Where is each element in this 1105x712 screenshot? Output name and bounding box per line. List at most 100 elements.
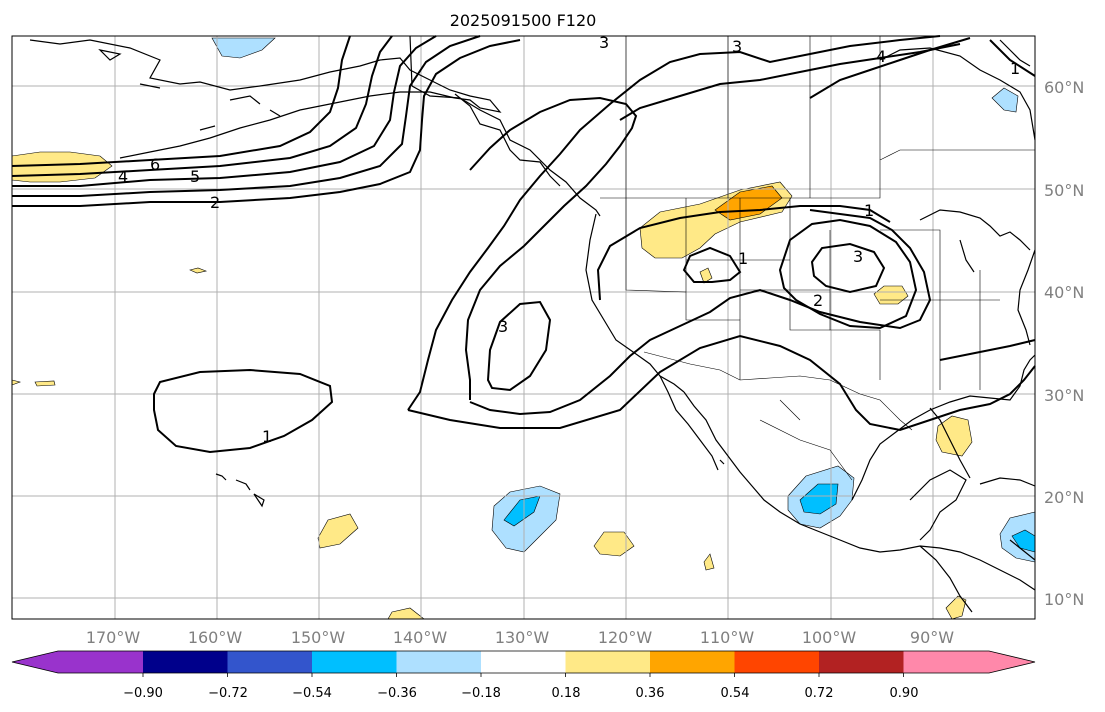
baja-coast xyxy=(683,391,1036,591)
us-mexico-border xyxy=(643,351,913,431)
positive-anomaly-blob xyxy=(935,415,973,457)
caribbean xyxy=(979,477,1036,487)
contour-line-2d xyxy=(778,218,918,330)
colorbar-segment xyxy=(396,651,482,673)
baja-coast xyxy=(659,375,719,471)
contour-label: 4 xyxy=(876,47,886,66)
colorbar-tick-label: −0.36 xyxy=(377,686,417,701)
island xyxy=(719,459,725,465)
colorbar-tick-label: 0.54 xyxy=(721,686,750,701)
negative-anomaly-blob xyxy=(991,87,1019,113)
caribbean xyxy=(1009,539,1036,561)
colorbar-arrow-left xyxy=(12,651,143,673)
contour-line-4 xyxy=(12,35,437,187)
contour-line-1b xyxy=(596,205,891,301)
lat-label: 30°N xyxy=(1044,386,1084,405)
contour-label: 2 xyxy=(813,291,823,310)
alaska-coast xyxy=(29,39,502,159)
lon-labels: 170°W 160°W 150°W 140°W 130°W 120°W 110°… xyxy=(86,628,954,647)
contour-label: 5 xyxy=(190,167,200,186)
negative-anomaly-blob xyxy=(211,37,276,59)
contour-line-3-low xyxy=(486,300,552,392)
contour-line-3 xyxy=(12,35,481,197)
hudson-bay xyxy=(879,47,1036,141)
contour-labels: 1 1 1 1 2 2 3 3 3 3 4 4 5 6 xyxy=(118,33,1020,446)
map-title: 2025091500 F120 xyxy=(450,11,597,30)
alaska-coast xyxy=(199,125,216,131)
lon-label: 170°W xyxy=(86,628,141,647)
contour-line-2 xyxy=(12,39,521,207)
contour-line-1-ne xyxy=(989,39,1036,77)
contour-line-1 xyxy=(407,35,941,411)
colorbar-tick-label: 0.90 xyxy=(890,686,919,701)
contour-line-1-pacific xyxy=(153,368,334,454)
negative-anomaly-core xyxy=(799,483,839,515)
contour-label: 3 xyxy=(599,33,609,52)
alaska-coast xyxy=(98,49,122,61)
great-lakes xyxy=(959,239,975,273)
positive-anomaly-blob xyxy=(189,267,208,274)
colorbar-arrow-right xyxy=(903,651,1035,673)
colorbar-segment xyxy=(650,651,735,673)
contour-label: 6 xyxy=(150,155,160,174)
contour-label: 1 xyxy=(1010,59,1020,78)
contour-line-3-midwest xyxy=(810,242,886,294)
map-frame xyxy=(11,35,1036,620)
colorbar-outline xyxy=(11,650,1036,674)
mexico-states xyxy=(779,399,801,421)
positive-anomaly-blob xyxy=(317,513,359,549)
colorbar-tick-labels: −0.90 −0.72 −0.54 −0.36 −0.18 0.18 0.36 … xyxy=(123,686,918,701)
colorbar-segment xyxy=(312,651,397,673)
contours xyxy=(11,35,1036,454)
gulf-coast xyxy=(851,354,1036,501)
lon-label: 100°W xyxy=(802,628,857,647)
contour-label: 4 xyxy=(118,167,128,186)
positive-anomaly-blob xyxy=(703,553,715,571)
alaska-coast xyxy=(269,109,281,117)
hudson-bay xyxy=(999,39,1031,67)
lat-label: 50°N xyxy=(1044,181,1084,200)
colorbar-tick-label: 0.72 xyxy=(805,686,834,701)
lat-label: 10°N xyxy=(1044,590,1084,609)
colorbar-tick-label: 0.18 xyxy=(552,686,581,701)
contour-label: 1 xyxy=(738,249,748,268)
shaded-anomalies xyxy=(11,37,1036,620)
colorbar-segment xyxy=(565,651,651,673)
contour-line-4-ne xyxy=(809,37,971,99)
borders xyxy=(600,36,1035,481)
lat-label: 60°N xyxy=(1044,78,1084,97)
map-panel: 1 1 1 1 2 2 3 3 3 3 4 4 5 6 xyxy=(11,33,1036,620)
lon-label: 90°W xyxy=(910,628,954,647)
colorbar-segment xyxy=(734,651,820,673)
lon-label: 150°W xyxy=(291,628,346,647)
yucatan-coast xyxy=(909,469,967,541)
colorbar-tick-label: 0.36 xyxy=(636,686,665,701)
contour-line-6 xyxy=(11,35,351,167)
lon-label: 160°W xyxy=(188,628,243,647)
alaska-coast xyxy=(139,83,161,89)
contour-line-1d xyxy=(407,334,1036,432)
colorbar xyxy=(11,650,1036,677)
contour-line-1e xyxy=(939,339,1036,361)
hawaii xyxy=(235,479,251,491)
lat-label: 20°N xyxy=(1044,488,1084,507)
colorbar-segment xyxy=(227,651,313,673)
colorbar-segment xyxy=(819,651,904,673)
contour-line-1c xyxy=(682,246,742,283)
negative-anomaly-core xyxy=(503,495,541,527)
canada-coast xyxy=(409,35,601,217)
hawaii xyxy=(215,473,227,481)
colorbar-tick-label: −0.18 xyxy=(461,686,501,701)
canada-coast xyxy=(454,93,561,187)
mexico-states xyxy=(759,419,853,481)
alaska-coast xyxy=(229,95,261,105)
positive-anomaly-blob xyxy=(593,531,635,557)
positive-anomaly-blob xyxy=(699,267,713,284)
colorbar-tick-label: −0.90 xyxy=(123,686,163,701)
contour-line-2b xyxy=(464,96,638,400)
colorbar-tick-label: −0.54 xyxy=(292,686,332,701)
lat-label: 40°N xyxy=(1044,283,1084,302)
positive-anomaly-blob xyxy=(873,285,909,305)
contour-label: 2 xyxy=(210,193,220,212)
